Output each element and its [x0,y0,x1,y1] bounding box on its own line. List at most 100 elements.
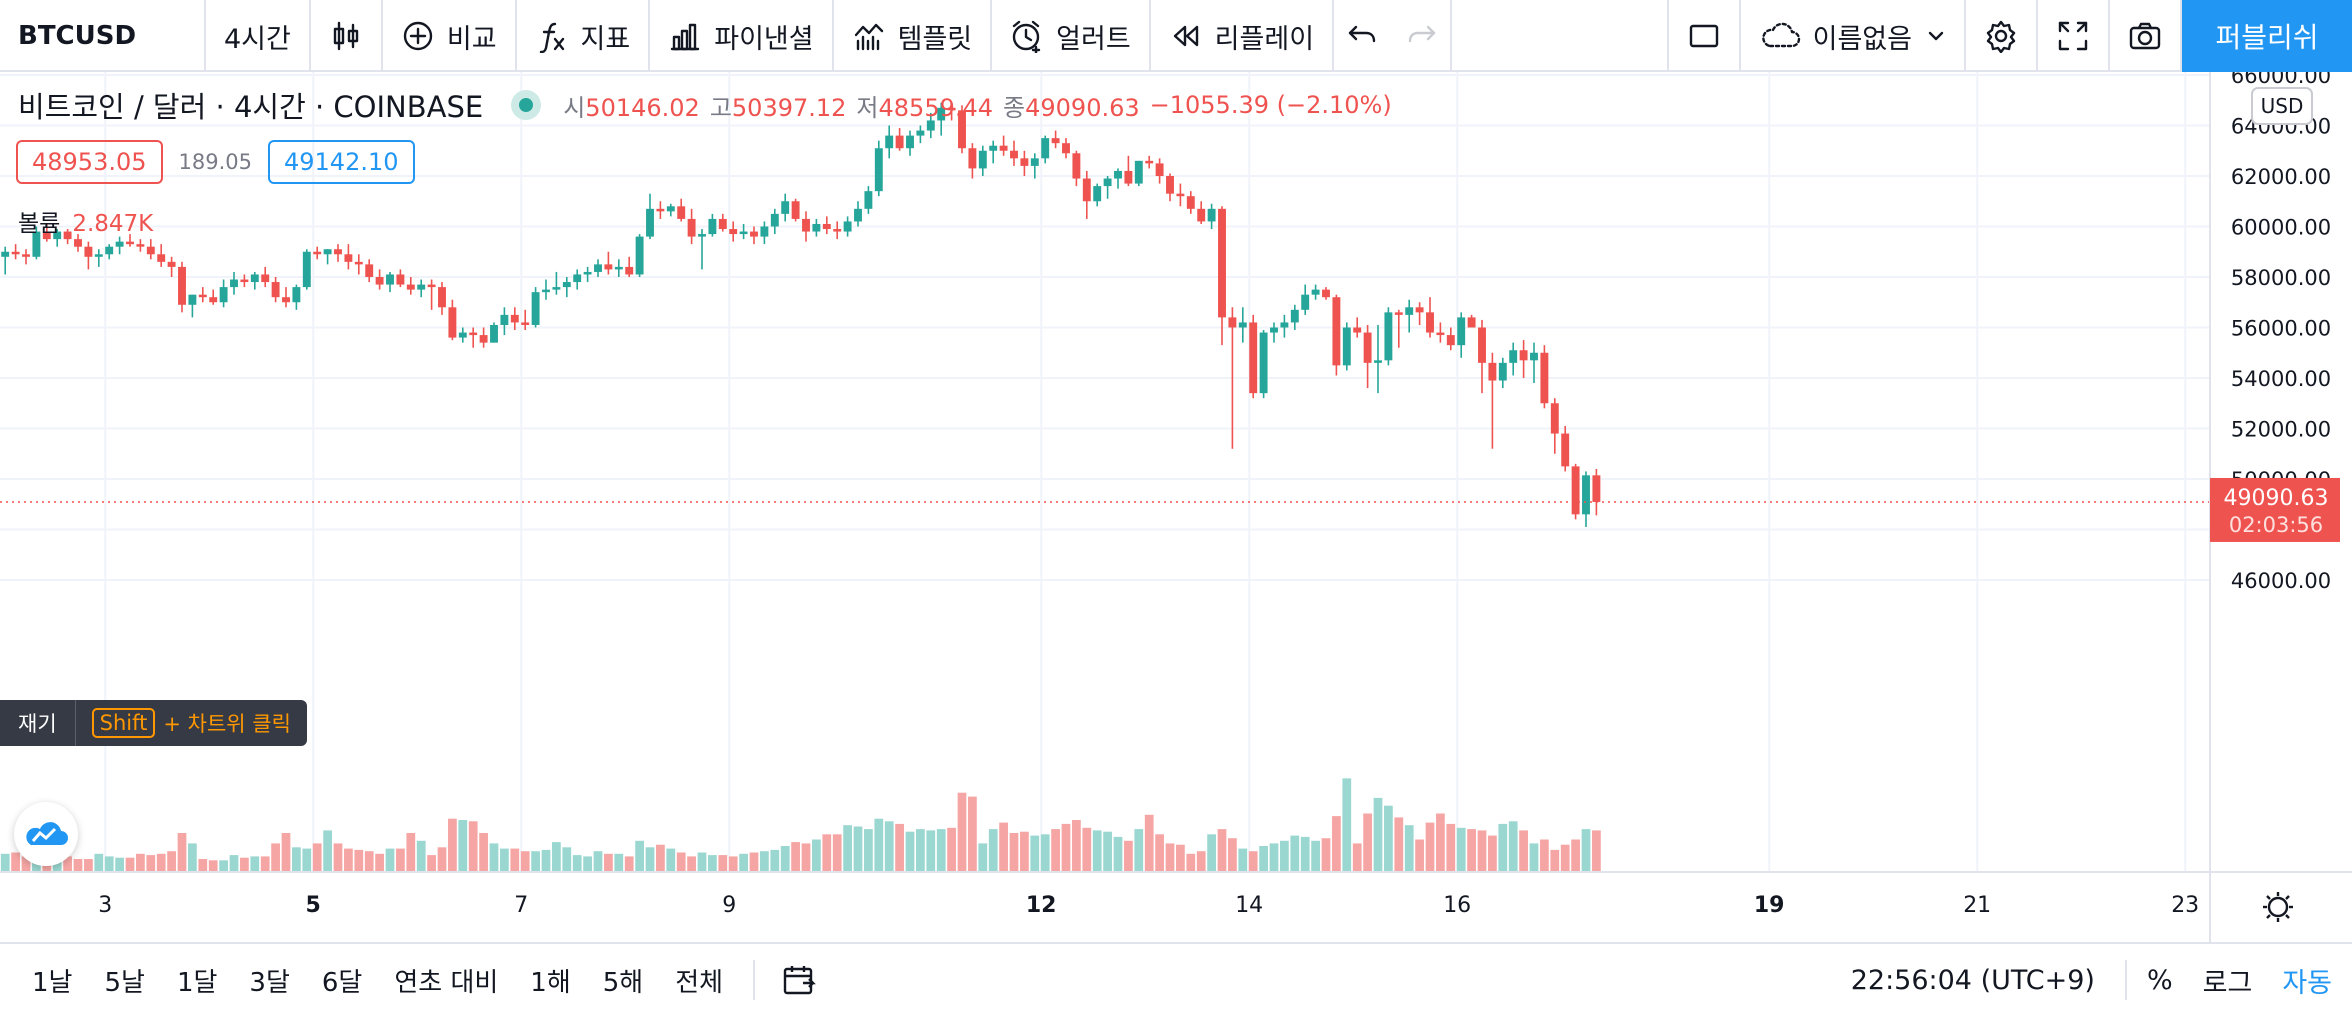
volume-bar [531,851,540,872]
candle-body [1519,350,1528,361]
volume-bar [302,848,312,872]
candle-body [906,135,914,149]
publish-button[interactable]: 퍼블리쉬 [2182,0,2352,72]
candle-body [1374,360,1382,363]
volume-bar [1103,831,1112,872]
redo-button[interactable] [1392,0,1453,72]
candle-body [1457,317,1466,346]
range-5d[interactable]: 5날 [104,967,145,998]
fullscreen-layout-button[interactable] [1666,0,1741,72]
time-axis[interactable]: 357912141619212325 [98,893,2352,918]
candle-body [1322,289,1330,298]
candle-body [22,254,30,257]
indicators-label: 지표 [580,23,631,55]
price-tick-label: 52000.00 [2231,418,2331,442]
chart-grid [0,72,2210,872]
layout-name-button[interactable]: 이름없음 [1741,0,1966,72]
range-3m[interactable]: 3달 [249,967,290,998]
range-1y[interactable]: 1해 [530,967,571,998]
candle-body [781,201,790,214]
candle-body [1280,322,1289,328]
candle-body [240,279,249,283]
volume-bar [1113,836,1123,872]
volume-bar [104,856,114,872]
fullscreen-button[interactable] [2038,0,2110,72]
currency-badge[interactable]: USD [2251,87,2313,125]
candle-body [687,218,696,237]
auto-scale-toggle[interactable]: 자동 [2282,967,2332,999]
range-6m[interactable]: 6달 [321,967,363,998]
volume-bar [312,843,322,872]
volume-bar [791,842,800,872]
range-all[interactable]: 전체 [675,967,724,998]
candle-body [729,229,738,235]
symbol-search-button[interactable]: BTCUSD [0,0,206,72]
range-1d[interactable]: 1날 [32,967,73,998]
volume-bar [271,843,280,872]
volume-bar [864,829,873,872]
volume-bar [708,855,717,872]
candle-body [822,223,831,230]
candle-body [760,226,769,237]
candle-body [833,229,842,232]
interval-button[interactable]: 4시간 [206,0,311,72]
volume-bar [1020,831,1029,872]
volume-bar [510,848,520,872]
settings-button[interactable] [1966,0,2038,72]
replay-button[interactable]: 리플레이 [1151,0,1335,72]
volume-bar [1082,827,1092,872]
range-5y[interactable]: 5해 [602,967,644,998]
timezone-clock[interactable]: 22:56:04 (UTC+9) [1850,964,2095,996]
candle-body [656,208,665,212]
top-toolbar: BTCUSD 4시간 비교 지표 파이낸셜 템플릿 얼러트 [0,0,2352,72]
candle-body [999,145,1008,151]
volume-bar [1238,848,1248,872]
percent-toggle[interactable]: % [2146,964,2173,996]
range-ytd[interactable]: 연초 대비 [394,967,499,998]
volume-bar [500,848,509,872]
volume-bar [1477,830,1487,872]
candle-body [1509,350,1518,363]
volume-bar [1030,835,1040,872]
function-icon [535,19,569,53]
range-1m[interactable]: 1달 [176,967,218,998]
templates-button[interactable]: 템플릿 [834,0,993,72]
bid-price[interactable]: 48953.05 [16,140,163,184]
tradingview-logo[interactable] [14,802,78,866]
volume-bar [593,851,603,872]
bottom-toolbar: 1날 5날 1달 3달 6달 연초 대비 1해 5해 전체 22:56:04 (… [0,942,2352,1016]
volume-bar [427,855,436,872]
date-range-list: 1날 5날 1달 3달 6달 연초 대비 1해 5해 전체 [0,962,739,999]
candlestick-series [0,102,2210,527]
volume-bar [333,843,343,872]
volume-bar [947,827,956,872]
chart-type-button[interactable] [311,0,383,72]
symbol-title[interactable]: 비트코인 / 달러 · 4시간 · COINBASE [18,90,484,124]
volume-bar [812,839,821,872]
candle-body [895,135,904,149]
goto-date-button[interactable] [769,963,829,997]
candle-body [1405,307,1414,315]
volume-bar [1228,838,1237,872]
chart-canvas[interactable]: 46000.0048000.0050000.0052000.0054000.00… [0,72,2352,942]
volume-bar [957,792,967,872]
volume-bar [656,844,665,872]
time-tick-label: 12 [1026,893,1057,918]
candle-body [209,297,218,303]
volume-bar [1061,823,1071,872]
volume-bar [635,840,644,872]
alert-button[interactable]: 얼러트 [992,0,1151,72]
volume-bar [853,826,863,872]
volume-bar [1384,805,1393,872]
financials-button[interactable]: 파이낸셜 [650,0,834,72]
indicators-button[interactable]: 지표 [517,0,651,72]
undo-button[interactable] [1334,0,1392,72]
log-toggle[interactable]: 로그 [2202,967,2253,999]
candle-body [978,150,987,169]
candle-body [562,282,571,288]
ask-price[interactable]: 49142.10 [268,140,415,184]
time-axis-settings[interactable] [2263,892,2293,922]
compare-button[interactable]: 비교 [383,0,517,72]
snapshot-button[interactable] [2110,0,2182,72]
measure-hint-tooltip: 재기 Shift + 차트위 클릭 [0,700,307,746]
